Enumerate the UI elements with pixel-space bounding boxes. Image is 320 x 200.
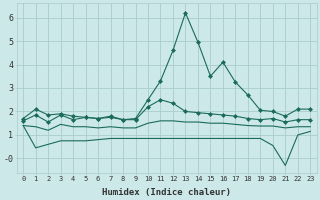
X-axis label: Humidex (Indice chaleur): Humidex (Indice chaleur): [102, 188, 231, 197]
